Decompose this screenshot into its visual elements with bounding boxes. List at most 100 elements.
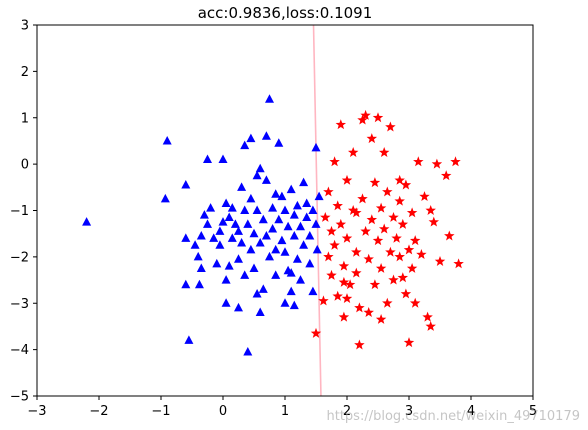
x-tick-label: 1 [281,404,289,419]
y-tick-label: −3 [10,297,29,312]
triangle-point-3 [181,179,191,189]
triangle-point-86 [221,298,231,307]
triangle-point-16 [215,240,225,249]
triangle-point-90 [280,298,290,307]
triangle-point-60 [286,184,296,194]
triangle-point-37 [249,228,259,238]
triangle-point-57 [280,205,290,214]
star-point-74 [351,207,362,218]
triangle-point-43 [258,214,268,224]
triangle-point-82 [261,131,271,140]
x-tick-label: −3 [27,404,46,419]
star-point-22 [354,302,365,313]
star-point-25 [360,225,371,236]
triangle-point-69 [299,240,309,249]
star-point-5 [326,269,337,280]
star-point-76 [375,313,387,324]
triangle-point-4 [184,335,194,344]
star-point-34 [375,202,387,213]
triangle-point-0 [82,217,92,226]
triangle-point-79 [312,244,322,254]
star-point-18 [347,147,359,157]
triangle-point-63 [289,231,299,240]
triangle-point-49 [268,203,278,212]
y-tick-label: 0 [21,158,29,173]
triangle-point-19 [218,154,228,163]
star-point-36 [378,223,390,234]
triangle-point-17 [218,217,228,226]
triangle-point-5 [181,233,191,242]
star-point-20 [351,246,362,257]
star-point-61 [425,205,436,215]
star-point-30 [366,133,378,144]
watermark-text: https://blog.csdn.net/weixin_49710179 [326,409,580,424]
star-point-53 [406,207,418,218]
triangle-point-46 [261,231,271,240]
star-point-52 [403,337,415,348]
triangle-point-81 [255,163,265,173]
x-tick-label: 4 [467,404,475,419]
triangle-point-48 [265,251,274,261]
triangle-point-10 [199,210,209,219]
star-point-71 [394,174,405,185]
y-tick-label: −4 [10,343,29,358]
star-point-26 [360,109,371,120]
x-tick-label: 3 [405,404,413,419]
star-point-56 [409,297,421,308]
star-point-47 [397,272,409,283]
x-tick-label: −2 [89,404,108,419]
triangle-point-68 [299,177,309,187]
triangle-point-14 [212,258,222,268]
triangle-point-24 [227,233,237,242]
star-point-27 [363,253,374,264]
star-point-16 [341,232,353,243]
triangle-point-28 [234,226,243,235]
star-point-35 [375,262,387,273]
triangle-point-25 [227,203,237,212]
triangle-point-87 [181,279,191,289]
star-point-64 [434,256,446,266]
triangle-point-47 [265,94,274,103]
triangle-point-53 [274,214,284,224]
star-point-44 [391,232,402,243]
star-point-32 [369,279,381,290]
y-tick-label: 1 [21,111,29,126]
star-point-33 [372,235,384,246]
triangle-point-64 [292,254,302,263]
y-tick-label: 3 [21,19,29,34]
triangle-point-56 [280,247,290,256]
decision-boundary-line [312,25,322,396]
triangle-point-88 [196,263,206,272]
star-point-12 [335,218,347,229]
star-point-75 [428,216,440,227]
triangle-point-12 [206,203,216,212]
star-point-1 [318,295,329,306]
star-point-39 [382,186,393,197]
triangle-point-7 [193,251,203,261]
star-point-65 [440,170,452,181]
star-point-4 [323,251,334,262]
star-point-29 [366,214,378,225]
star-point-59 [419,191,430,202]
triangle-point-6 [190,240,200,249]
x-tick-label: −1 [151,404,170,419]
triangle-point-15 [209,233,219,242]
triangle-point-42 [255,237,265,247]
triangle-point-93 [271,244,281,254]
triangle-point-80 [246,133,256,143]
triangle-point-22 [224,261,234,270]
star-point-2 [320,211,331,222]
x-tick-label: 0 [219,404,227,419]
triangle-point-78 [314,191,324,201]
star-point-10 [332,200,343,211]
triangle-point-34 [243,219,253,228]
triangle-point-50 [268,224,278,233]
triangle-point-89 [252,288,262,298]
triangle-point-33 [243,346,253,356]
triangle-point-18 [221,198,231,208]
triangle-point-2 [160,193,170,203]
star-point-58 [416,249,427,260]
triangle-point-26 [230,219,240,228]
triangle-point-67 [296,275,305,284]
star-point-70 [372,112,384,123]
